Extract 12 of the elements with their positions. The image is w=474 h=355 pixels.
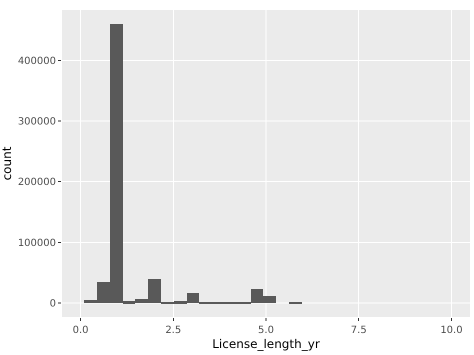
x-tick-label: 5.0 [258, 325, 274, 336]
y-tick-label: 200000 [18, 177, 56, 188]
x-tick-label: 7.5 [350, 325, 367, 336]
y-tick-label: 300000 [18, 116, 56, 128]
x-tick-label: 0.0 [72, 325, 89, 336]
y-tick-label: 400000 [18, 56, 56, 67]
y-axis-title: count [0, 146, 14, 180]
x-tick-label: 10.0 [440, 325, 463, 336]
x-tick-label: 2.5 [165, 325, 182, 336]
x-axis-title: License_length_yr [212, 336, 320, 351]
y-tick-label: 100000 [18, 238, 56, 249]
y-tick-label: 0 [50, 298, 56, 310]
